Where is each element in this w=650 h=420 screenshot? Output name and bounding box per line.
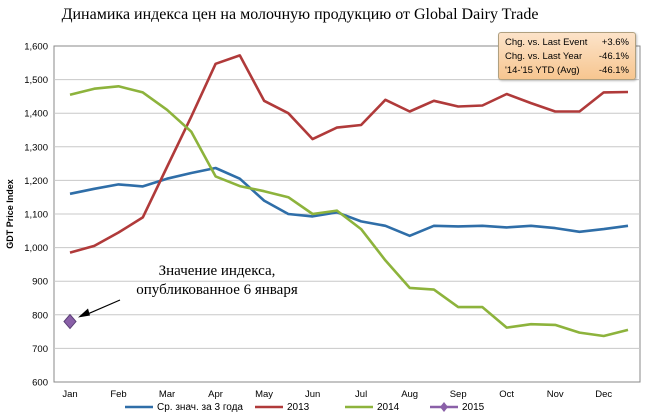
axis-layer: 600 700 800 900 1,000 1,100 1,200 1,300 1,400 1,5… <box>5 42 612 401</box>
annotation-line-2: опубликованное 6 января <box>136 282 298 298</box>
y-tick-label: 1,100 <box>24 210 48 221</box>
chart-title: Динамика индекса цен на молочную продукц… <box>61 6 539 23</box>
y-tick-label: 800 <box>32 310 48 321</box>
annotation-line-1: Значение индекса, <box>158 263 276 279</box>
y-tick-label: 1,000 <box>24 243 48 254</box>
y-tick-label: 900 <box>32 277 48 288</box>
x-tick-label: Feb <box>110 389 126 400</box>
legend-label: Ср. знач. за 3 года <box>157 402 243 413</box>
x-tick-label: Nov <box>547 389 564 400</box>
infobox-value: -46.1% <box>598 51 629 62</box>
x-tick-label: Mar <box>159 389 175 400</box>
infobox-value: -46.1% <box>598 65 629 76</box>
data-point-2015 <box>63 313 77 330</box>
legend-layer: Ср. знач. за 3 года 2013 2014 2015 <box>125 402 485 413</box>
infobox-label: Chg. vs. Last Year <box>505 51 583 62</box>
annotation-arrow <box>83 299 121 317</box>
y-tick-label: 1,300 <box>24 142 48 153</box>
y-axis-label: GDT Price Index <box>5 179 15 249</box>
series-line-3 <box>69 166 629 238</box>
legend-label: 2015 <box>462 402 485 413</box>
x-tick-label: Jan <box>62 389 77 400</box>
infobox-label: Chg. vs. Last Event <box>505 37 588 48</box>
y-tick-label: 600 <box>32 378 48 389</box>
infobox-row: Chg. vs. Last Event +3.6% <box>505 36 629 50</box>
legend-label: 2013 <box>287 402 310 413</box>
infobox-row: '14-'15 YTD (Avg) -46.1% <box>505 64 629 78</box>
legend-marker <box>440 402 448 412</box>
y-tick-label: 1,600 <box>24 42 48 53</box>
y-tick-label: 1,200 <box>24 176 48 187</box>
y-tick-label: 1,500 <box>24 75 48 86</box>
legend-label: 2014 <box>377 402 400 413</box>
x-tick-label: Oct <box>499 389 514 400</box>
x-tick-label: Sep <box>450 389 467 400</box>
annotation-text: Значение индекса, опубликованное 6 январ… <box>112 262 322 300</box>
infobox-value: +3.6% <box>601 37 629 48</box>
x-tick-label: Jul <box>355 389 367 400</box>
x-tick-label: Aug <box>401 389 418 400</box>
infobox-label: '14-'15 YTD (Avg) <box>505 65 580 76</box>
x-tick-label: Dec <box>595 389 612 400</box>
x-tick-label: Apr <box>208 389 223 400</box>
series-layer <box>63 54 629 338</box>
y-tick-label: 700 <box>32 344 48 355</box>
summary-infobox: Chg. vs. Last Event +3.6% Chg. vs. Last … <box>498 32 636 80</box>
series-line-2014 <box>69 85 629 338</box>
annotation-arrowhead <box>78 308 90 318</box>
x-tick-label: May <box>255 389 273 400</box>
series-line-2013 <box>69 54 629 254</box>
x-tick-label: Jun <box>305 389 320 400</box>
grid-layer <box>53 45 641 383</box>
y-tick-label: 1,400 <box>24 109 48 120</box>
infobox-row: Chg. vs. Last Year -46.1% <box>505 50 629 64</box>
